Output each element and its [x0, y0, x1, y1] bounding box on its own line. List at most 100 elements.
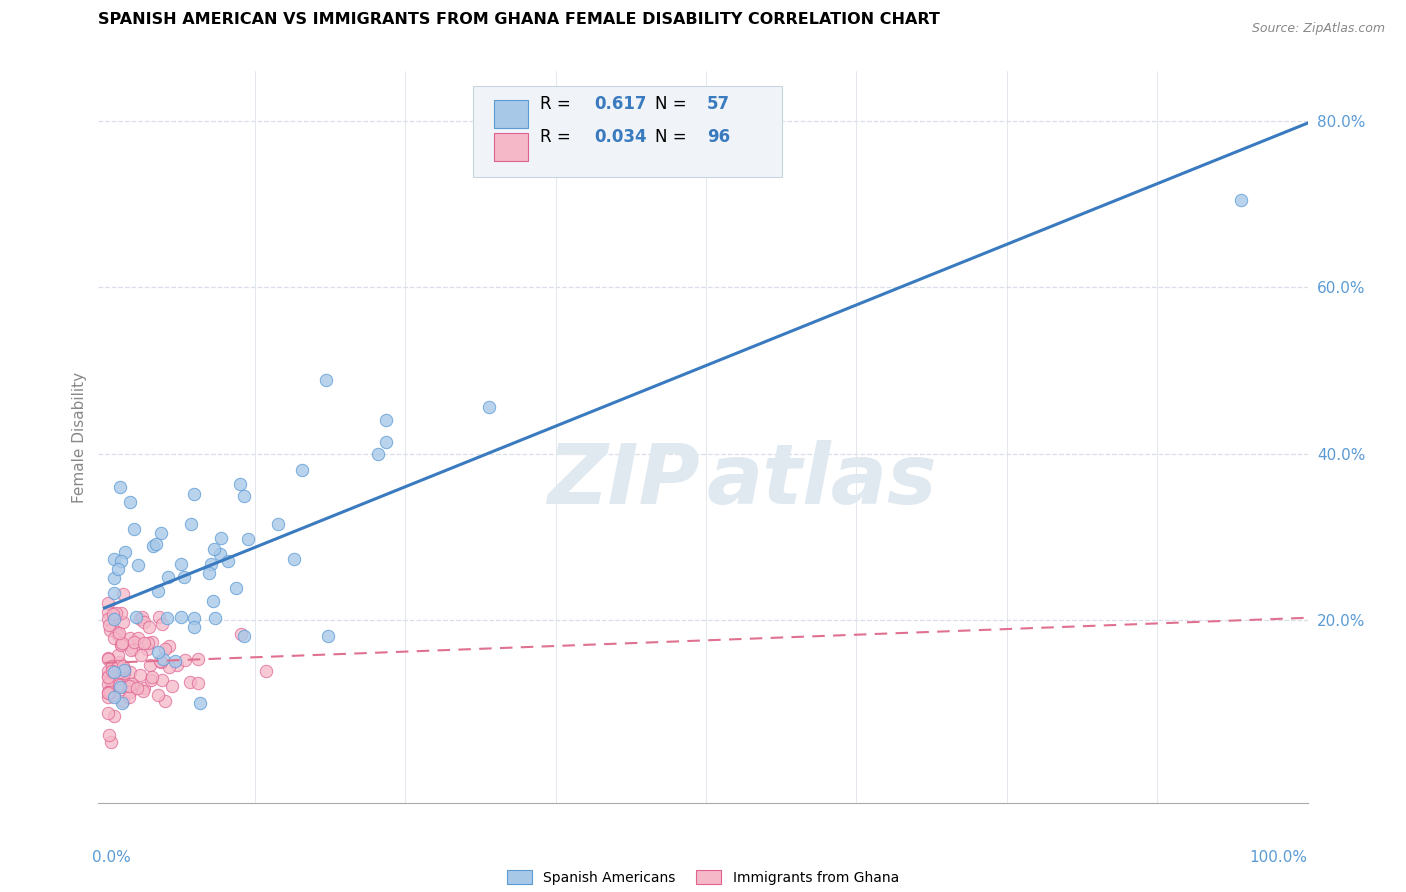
Point	[97, 690, 120, 704]
Y-axis label: Female Disability: Female Disability	[72, 371, 87, 503]
Point	[136, 636, 159, 650]
Point	[229, 626, 252, 640]
Point	[139, 657, 162, 672]
Point	[110, 606, 132, 620]
Point	[97, 605, 120, 619]
Point	[148, 688, 170, 702]
Point	[174, 653, 197, 667]
Point	[266, 517, 288, 532]
Point	[132, 681, 155, 695]
Point	[124, 522, 146, 536]
Point	[156, 611, 179, 625]
Point	[183, 610, 205, 624]
Point	[374, 413, 396, 427]
Point	[367, 447, 389, 461]
Point	[101, 607, 124, 621]
Point	[118, 679, 141, 693]
Point	[100, 734, 122, 748]
Point	[374, 435, 396, 450]
Point	[103, 552, 125, 566]
Text: 0.034: 0.034	[595, 128, 647, 146]
Point	[316, 629, 339, 643]
Point	[146, 645, 169, 659]
Point	[138, 620, 160, 634]
Point	[110, 554, 132, 568]
Point	[127, 631, 149, 645]
Point	[146, 583, 169, 598]
Point	[97, 596, 120, 610]
Point	[112, 659, 135, 673]
Text: 57: 57	[707, 95, 730, 113]
Point	[188, 696, 211, 710]
Point	[129, 668, 152, 682]
Point	[107, 655, 129, 669]
Point	[155, 642, 177, 657]
Point	[121, 677, 143, 691]
Point	[107, 678, 129, 692]
Point	[149, 656, 172, 670]
Point	[103, 690, 125, 704]
Point	[104, 610, 127, 624]
Text: 100.0%: 100.0%	[1250, 850, 1308, 865]
Point	[114, 545, 136, 559]
Point	[108, 480, 131, 494]
Point	[129, 612, 152, 626]
Point	[141, 635, 163, 649]
Point	[134, 636, 156, 650]
Point	[98, 683, 121, 698]
Point	[111, 636, 134, 650]
Point	[97, 684, 120, 698]
Point	[157, 569, 180, 583]
Point	[201, 594, 224, 608]
Point	[112, 663, 135, 677]
Point	[125, 610, 148, 624]
Point	[122, 680, 145, 694]
Point	[97, 669, 120, 683]
Point	[136, 642, 159, 657]
Point	[112, 666, 135, 681]
Point	[110, 696, 132, 710]
Point	[120, 632, 142, 646]
Point	[165, 654, 187, 668]
FancyBboxPatch shape	[474, 86, 782, 178]
Point	[110, 637, 132, 651]
Point	[98, 728, 121, 742]
Point	[97, 677, 120, 691]
Point	[209, 547, 232, 561]
Point	[121, 642, 143, 657]
Point	[97, 670, 120, 684]
Point	[110, 669, 132, 683]
Point	[97, 664, 120, 678]
Point	[142, 539, 165, 553]
Point	[103, 586, 125, 600]
Point	[101, 658, 124, 673]
Point	[112, 680, 135, 694]
FancyBboxPatch shape	[494, 133, 527, 161]
Point	[152, 673, 174, 687]
Point	[217, 554, 239, 568]
Point	[103, 612, 125, 626]
Point	[107, 562, 129, 576]
Point	[98, 618, 121, 632]
Point	[127, 558, 149, 573]
Point	[120, 642, 142, 657]
Text: 0.0%: 0.0%	[93, 850, 131, 865]
Point	[107, 625, 129, 640]
Point	[173, 570, 195, 584]
Point	[183, 620, 205, 634]
Point	[107, 628, 129, 642]
Point	[254, 664, 277, 678]
Point	[149, 654, 172, 668]
Text: ZIP: ZIP	[547, 441, 699, 522]
Point	[186, 652, 208, 666]
Point	[233, 629, 256, 643]
Point	[110, 638, 132, 652]
Point	[170, 557, 193, 571]
Point	[132, 615, 155, 629]
Point	[183, 487, 205, 501]
Point	[114, 663, 136, 677]
Point	[180, 516, 202, 531]
Point	[478, 401, 501, 415]
Point	[157, 660, 180, 674]
Point	[155, 694, 177, 708]
